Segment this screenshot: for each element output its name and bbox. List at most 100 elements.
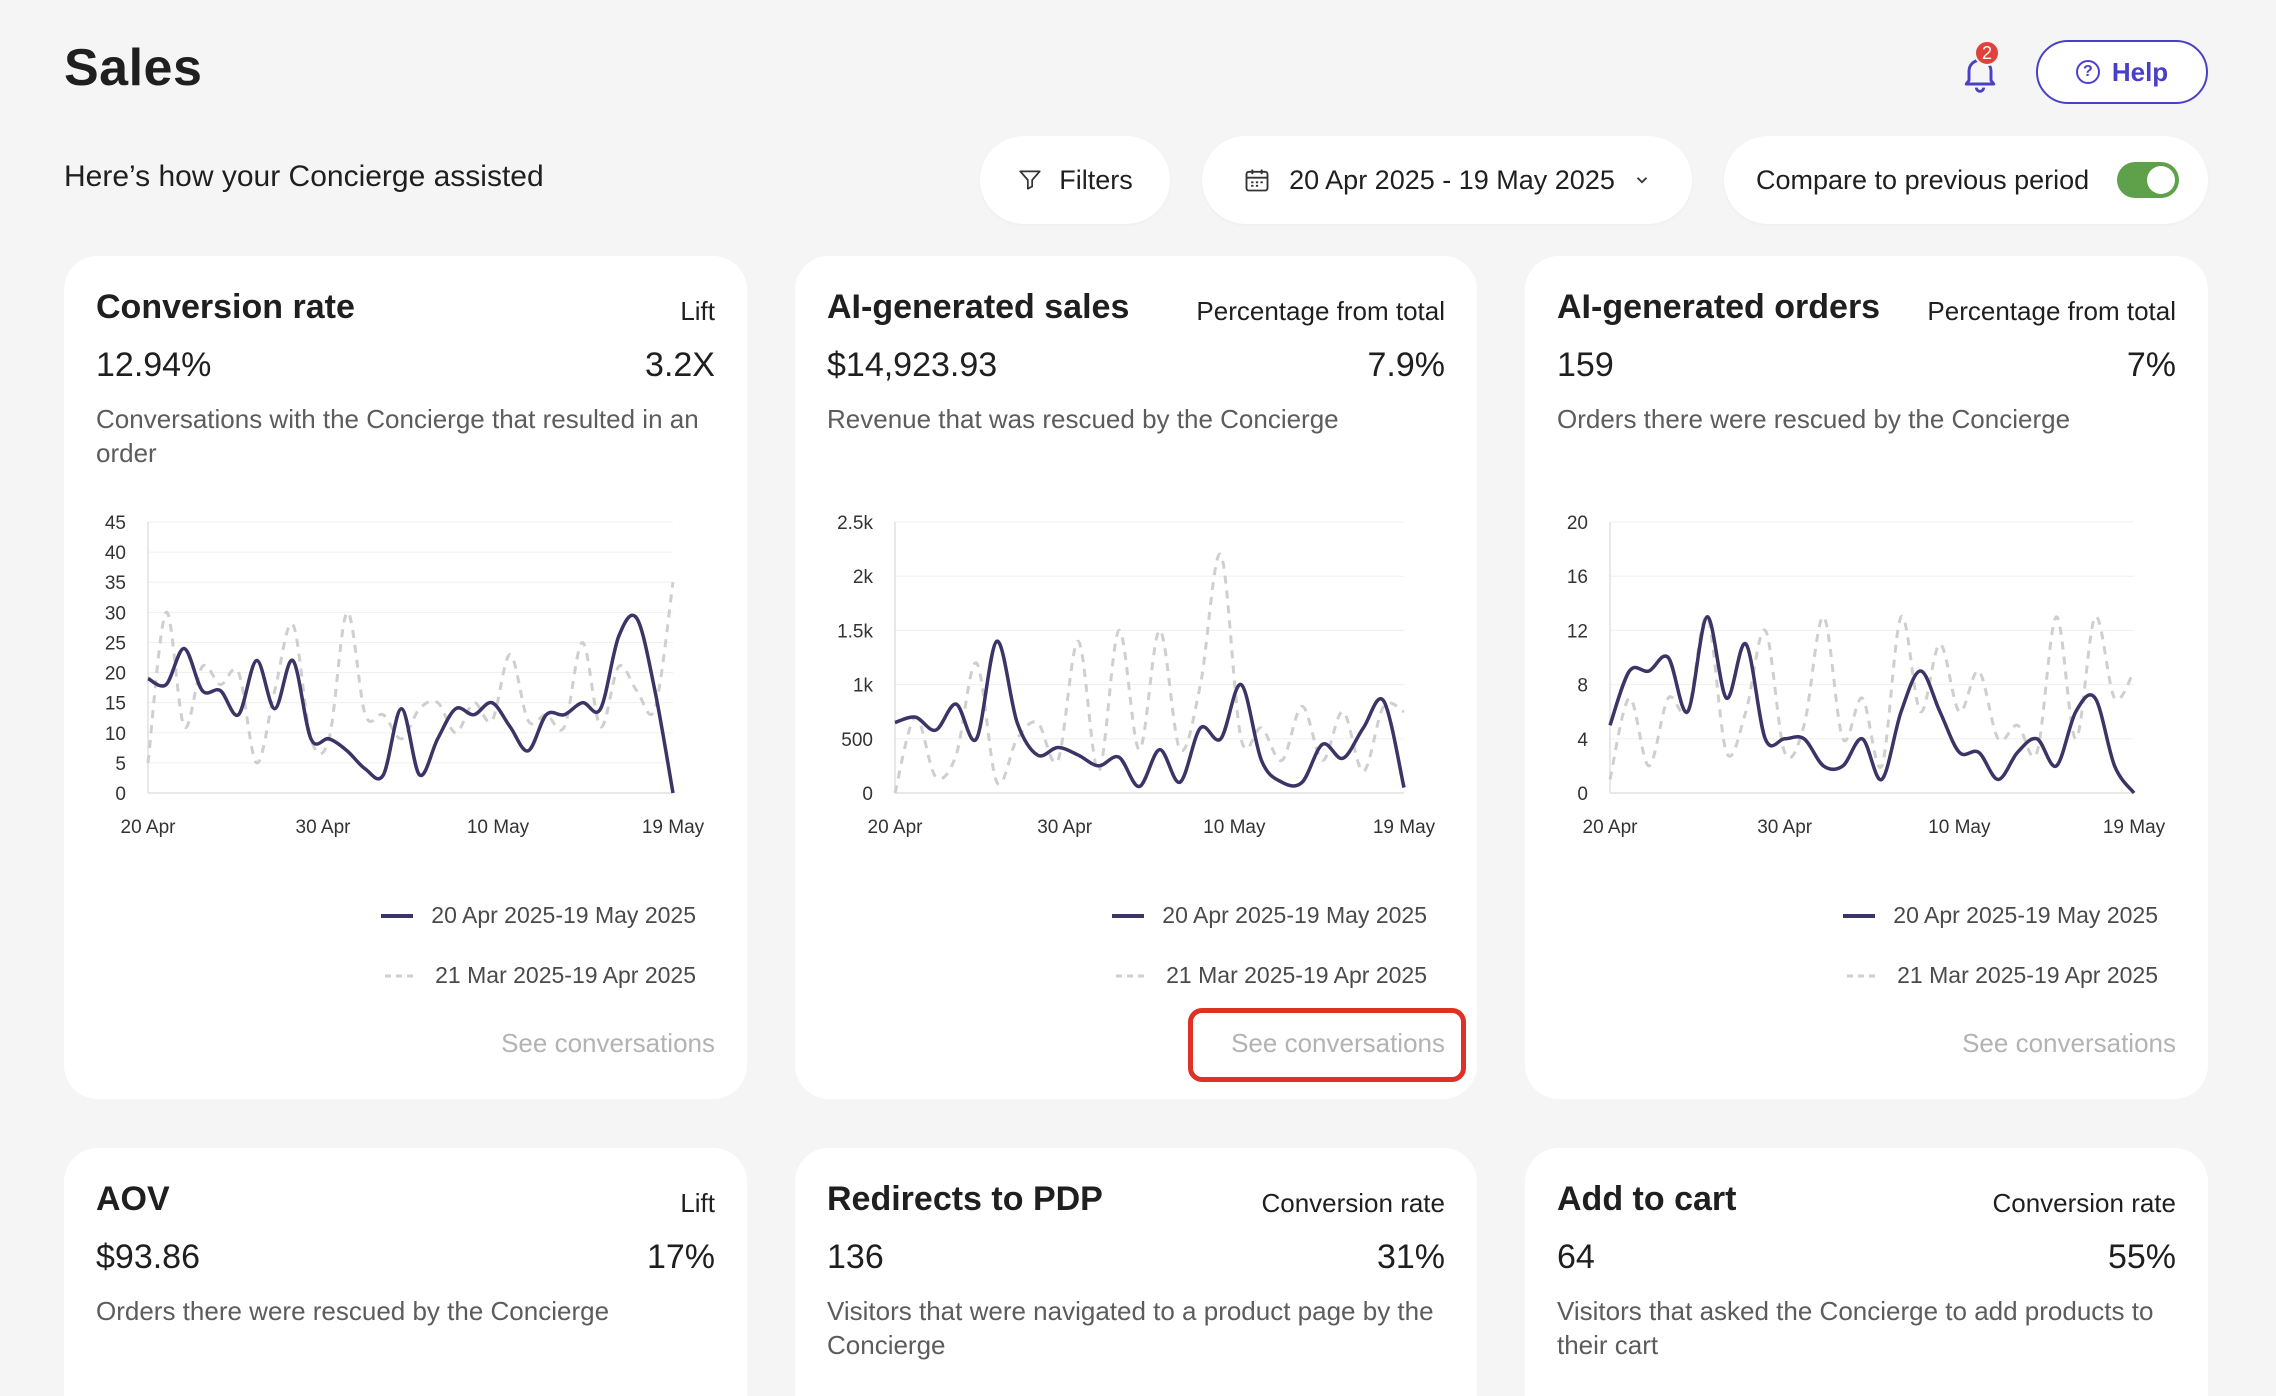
y-tick-label: 1.5k — [837, 621, 873, 642]
card-description: Orders there were rescued by the Concier… — [96, 1296, 610, 1326]
card-meta-label: Percentage from total — [1196, 296, 1445, 326]
card-value: 12.94% — [96, 346, 212, 384]
filters-label: Filters — [1059, 164, 1133, 195]
help-button[interactable]: ? Help — [2036, 40, 2208, 104]
see-conversations-link[interactable]: See conversations — [1231, 1028, 1445, 1058]
y-tick-label: 0 — [1577, 784, 1588, 805]
card-value: 159 — [1557, 346, 1614, 384]
y-tick-label: 20 — [1567, 513, 1588, 534]
x-tick-label: 30 Apr — [1037, 817, 1093, 838]
page-subtitle: Here’s how your Concierge assisted — [64, 160, 544, 193]
y-tick-label: 4 — [1577, 730, 1588, 751]
y-tick-label: 2k — [853, 567, 874, 588]
card-title: Redirects to PDP — [827, 1180, 1103, 1218]
card-description: Orders there were rescued by the Concier… — [1557, 404, 2071, 434]
y-tick-label: 25 — [105, 633, 126, 654]
card-description: Visitors that asked the Concierge to add… — [1557, 1296, 2154, 1360]
y-tick-label: 10 — [105, 724, 126, 745]
legend-label: 21 Mar 2025-19 Apr 2025 — [1897, 962, 2158, 988]
legend-label: 21 Mar 2025-19 Apr 2025 — [435, 962, 696, 988]
y-tick-label: 45 — [105, 513, 126, 534]
series-previous-line — [893, 552, 1405, 794]
y-tick-label: 40 — [105, 543, 126, 564]
y-tick-label: 20 — [105, 664, 126, 685]
x-tick-label: 20 Apr — [868, 817, 924, 838]
x-tick-label: 19 May — [2103, 817, 2166, 838]
x-tick-label: 30 Apr — [1757, 817, 1813, 838]
compare-toggle-container: Compare to previous period — [1724, 136, 2208, 224]
card-secondary-value: 31% — [1376, 1238, 1445, 1276]
legend-previous-3: 21 Mar 2025-19 Apr 2025 — [1847, 962, 2158, 989]
y-tick-label: 12 — [1567, 621, 1588, 642]
y-tick-label: 30 — [105, 603, 126, 624]
card-ai-generated-sales: AI-generated sales Percentage from total… — [795, 256, 1477, 1099]
see-conversations-link[interactable]: See conversations — [1962, 1028, 2176, 1058]
y-tick-label: 8 — [1577, 676, 1588, 697]
y-tick-label: 5 — [115, 754, 126, 775]
card-meta-label: Conversion rate — [1261, 1188, 1445, 1218]
page-title: Sales — [64, 39, 203, 97]
chevron-down-icon — [1636, 177, 1647, 184]
card-conversion-rate: Conversion rate Lift 12.94% 3.2X Convers… — [64, 256, 747, 1099]
calendar-icon — [1245, 169, 1269, 192]
card-aov: AOV Lift $93.86 17% Orders there were re… — [64, 1148, 747, 1396]
card-title: AI-generated sales — [827, 288, 1130, 326]
see-conversations-link[interactable]: See conversations — [501, 1028, 715, 1058]
card-value: $14,923.93 — [827, 346, 998, 384]
legend-label: 20 Apr 2025-19 May 2025 — [1162, 902, 1427, 928]
card-secondary-value: 7.9% — [1367, 346, 1446, 384]
card-description: Conversations with the Concierge that re… — [96, 404, 699, 468]
card-title: Conversion rate — [96, 288, 355, 326]
y-tick-label: 0 — [862, 784, 873, 805]
card-description: Revenue that was rescued by the Concierg… — [827, 404, 1339, 434]
question-icon: ? — [2075, 60, 2100, 84]
highlight-box — [1188, 1008, 1466, 1082]
date-range-picker[interactable]: 20 Apr 2025 - 19 May 2025 — [1202, 136, 1692, 224]
y-tick-label: 2.5k — [837, 513, 873, 534]
series-current-line — [1608, 615, 2136, 795]
x-tick-label: 20 Apr — [1583, 817, 1639, 838]
x-tick-label: 30 Apr — [296, 817, 352, 838]
filter-icon — [1019, 170, 1041, 190]
y-tick-label: 35 — [105, 573, 126, 594]
card-title: Add to cart — [1557, 1180, 1737, 1218]
legend-label: 21 Mar 2025-19 Apr 2025 — [1166, 962, 1427, 988]
card-value: 136 — [827, 1238, 884, 1276]
card-secondary-value: 17% — [646, 1238, 715, 1276]
legend-label: 20 Apr 2025-19 May 2025 — [431, 902, 696, 928]
card-secondary-value: 7% — [2126, 346, 2176, 384]
x-tick-label: 19 May — [1373, 817, 1436, 838]
x-tick-label: 10 May — [1928, 817, 1991, 838]
compare-label: Compare to previous period — [1756, 164, 2090, 195]
help-label: Help — [2111, 56, 2169, 87]
card-title: AOV — [96, 1180, 170, 1218]
legend-current-2: 20 Apr 2025-19 May 2025 — [1112, 902, 1427, 929]
card-add-to-cart: Add to cart Conversion rate 64 55% Visit… — [1525, 1148, 2208, 1396]
card-value: 64 — [1557, 1238, 1595, 1276]
compare-toggle[interactable] — [2117, 162, 2180, 198]
series-previous-line — [1608, 615, 2136, 780]
card-secondary-value: 55% — [2107, 1238, 2176, 1276]
card-meta-label: Lift — [680, 1188, 715, 1218]
filters-button[interactable]: Filters — [980, 136, 1170, 224]
legend-current-1: 20 Apr 2025-19 May 2025 — [381, 902, 696, 929]
y-tick-label: 1k — [853, 676, 874, 697]
card-ai-generated-orders: AI-generated orders Percentage from tota… — [1525, 256, 2208, 1099]
legend-label: 20 Apr 2025-19 May 2025 — [1893, 902, 2158, 928]
card-secondary-value: 3.2X — [645, 346, 715, 384]
card-redirects-to-pdp: Redirects to PDP Conversion rate 136 31%… — [795, 1148, 1477, 1396]
x-tick-label: 10 May — [1203, 817, 1266, 838]
y-tick-label: 500 — [841, 730, 873, 751]
y-tick-label: 0 — [115, 784, 126, 805]
card-value: $93.86 — [96, 1238, 200, 1276]
y-tick-label: 16 — [1567, 567, 1588, 588]
series-current-line — [894, 639, 1406, 789]
x-tick-label: 10 May — [467, 817, 530, 838]
card-meta-label: Percentage from total — [1927, 296, 2176, 326]
card-description: Visitors that were navigated to a produc… — [827, 1296, 1434, 1360]
x-tick-label: 20 Apr — [121, 817, 177, 838]
toggle-knob — [2147, 166, 2176, 194]
card-meta-label: Conversion rate — [1992, 1188, 2176, 1218]
series-current-line — [147, 613, 675, 794]
